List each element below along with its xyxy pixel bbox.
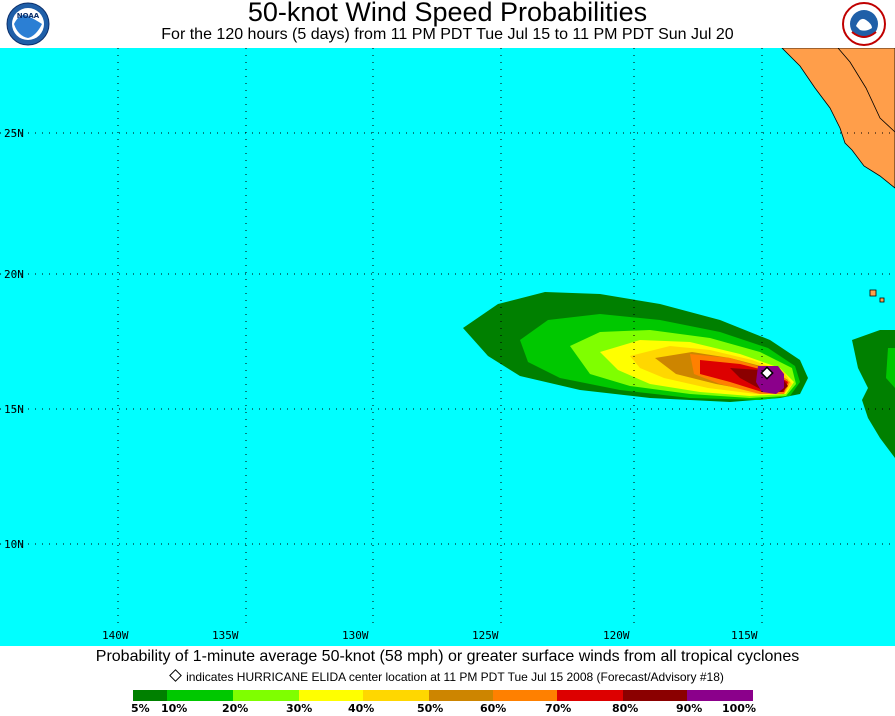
diamond-icon	[169, 669, 182, 682]
legend-label: 30%	[286, 702, 313, 715]
legend-swatch	[167, 690, 233, 701]
mainland-mexico-land	[837, 48, 895, 133]
page-title: 50-knot Wind Speed Probabilities	[247, 0, 648, 27]
legend-label: 40%	[348, 702, 375, 715]
mexico-coast-inner	[886, 348, 895, 388]
legend-swatch	[133, 690, 167, 701]
legend-label: 20%	[222, 702, 249, 715]
graticule	[0, 48, 895, 628]
probability-contours	[463, 292, 808, 402]
storm-note-text: indicates HURRICANE ELIDA center locatio…	[186, 670, 724, 684]
legend-label: 60%	[480, 702, 507, 715]
mexico-coast-land	[852, 330, 895, 458]
svg-text:NOAA: NOAA	[17, 12, 40, 20]
footer: Probability of 1-minute average 50-knot …	[0, 646, 895, 716]
noaa-logo-icon: NOAA	[6, 2, 50, 46]
legend-swatch	[299, 690, 363, 701]
legend-swatch	[429, 690, 493, 701]
header: NOAA 50-knot Wind Speed Probabilities Fo…	[0, 0, 895, 48]
lat-label-10n: 10N	[4, 538, 24, 551]
nws-logo-icon	[842, 2, 886, 46]
legend-label: 10%	[161, 702, 188, 715]
legend-swatch	[623, 690, 687, 701]
lon-label-120w: 120W	[603, 629, 630, 642]
legend-label: 5%	[131, 702, 150, 715]
page-subtitle: For the 120 hours (5 days) from 11 PM PD…	[161, 26, 734, 43]
lon-label-140w: 140W	[102, 629, 129, 642]
legend-swatch	[687, 690, 753, 701]
storm-note: indicates HURRICANE ELIDA center locatio…	[0, 669, 895, 684]
lat-label-15n: 15N	[4, 403, 24, 416]
probability-map: 25N 20N 15N 10N 140W 135W 130W 125W 120W…	[0, 48, 895, 646]
islands-land	[869, 289, 885, 303]
legend-swatch	[493, 690, 557, 701]
lat-label-25n: 25N	[4, 127, 24, 140]
legend-label: 50%	[417, 702, 444, 715]
legend-label: 100%	[722, 702, 756, 715]
legend-label: 70%	[545, 702, 572, 715]
lon-label-135w: 135W	[212, 629, 239, 642]
lon-label-130w: 130W	[342, 629, 369, 642]
legend-label: 80%	[612, 702, 639, 715]
lat-label-20n: 20N	[4, 268, 24, 281]
map-caption: Probability of 1-minute average 50-knot …	[95, 648, 800, 665]
lon-label-125w: 125W	[472, 629, 499, 642]
color-legend: 5% 10% 20% 30% 40% 50% 60% 70% 80% 90% 1…	[0, 690, 895, 716]
storm-center-diamond-icon	[760, 366, 774, 380]
legend-swatch	[363, 690, 429, 701]
legend-swatch	[557, 690, 623, 701]
legend-swatch	[233, 690, 299, 701]
legend-label: 90%	[676, 702, 703, 715]
lon-label-115w: 115W	[731, 629, 758, 642]
